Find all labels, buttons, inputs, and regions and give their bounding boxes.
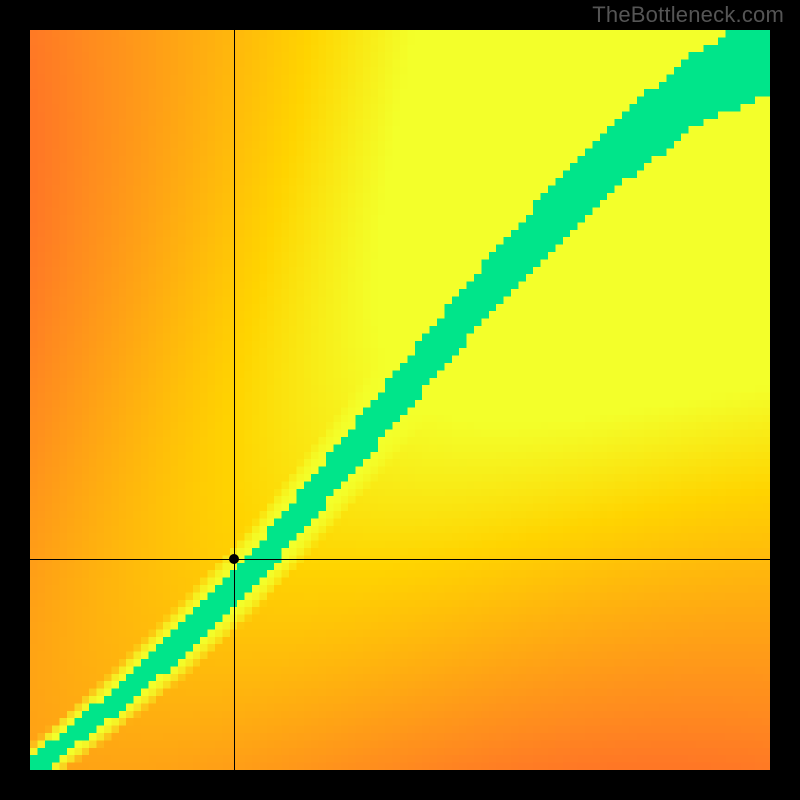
crosshair-vertical: [234, 30, 235, 770]
heatmap-canvas: [30, 30, 770, 770]
watermark-text: TheBottleneck.com: [592, 2, 784, 28]
heatmap-frame: [30, 30, 770, 770]
crosshair-horizontal: [30, 559, 770, 560]
marker-dot: [229, 554, 239, 564]
